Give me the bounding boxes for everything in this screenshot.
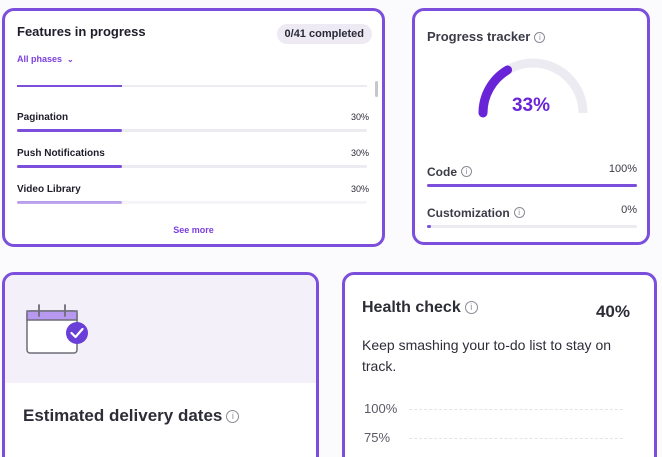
feature-percent: 30% (350, 148, 369, 158)
gauge-fill (478, 65, 513, 118)
chevron-down-icon: ⌄ (67, 55, 74, 64)
progress-gauge (478, 58, 588, 118)
feature-row[interactable]: Push Notifications 30% (17, 148, 369, 176)
delivery-title: Estimated delivery dates (23, 406, 223, 425)
calendar-check-icon (26, 304, 88, 354)
info-icon[interactable]: i (461, 166, 472, 178)
feature-name: Pagination (17, 112, 69, 123)
completed-badge: 0/41 completed (276, 24, 372, 44)
tracker-row-name: Code (427, 165, 457, 179)
overall-percent: 33% (511, 95, 551, 116)
health-description: Keep smashing your to-do list to stay on… (362, 337, 612, 374)
feature-name: Push Notifications (17, 148, 105, 159)
phase-filter-label: All phases (17, 54, 63, 64)
estimated-delivery-card: Estimated delivery dates i (2, 272, 319, 457)
tracker-title: Progress tracker (427, 29, 531, 44)
tracker-row-code: Code i 100% (427, 163, 637, 187)
y-tick-label: 100% (364, 401, 398, 416)
tracker-title-row: Progress tracker i (427, 29, 546, 44)
info-icon[interactable]: i (513, 207, 525, 219)
tracker-row-customization: Customization i 0% (427, 204, 637, 228)
tracker-row-progress-bar (427, 225, 637, 228)
gridline (409, 438, 623, 439)
list-fade-overlay (5, 191, 382, 231)
health-title: Health check (362, 299, 461, 316)
feature-progress-bar (17, 165, 367, 168)
tracker-row-progress-bar (427, 184, 637, 187)
tracker-row-name: Customization (427, 206, 510, 220)
tracker-row-percent: 0% (621, 204, 637, 216)
info-icon[interactable]: i (534, 32, 546, 44)
feature-progress-bar (17, 129, 367, 132)
see-more-link[interactable]: See more (173, 225, 214, 235)
health-percent: 40% (595, 302, 630, 321)
y-tick-label: 75% (364, 430, 391, 445)
phase-filter-dropdown[interactable]: All phases ⌄ (17, 54, 74, 64)
features-in-progress-card: Features in progress 0/41 completed All … (2, 8, 385, 247)
gridline (409, 409, 623, 410)
features-title: Features in progress (17, 24, 146, 39)
tracker-row-percent: 100% (608, 163, 637, 175)
feature-row[interactable]: Pagination 30% (17, 112, 369, 140)
info-icon[interactable]: i (226, 410, 240, 424)
feature-percent: 30% (350, 184, 369, 194)
previous-item-progress-bar (17, 85, 367, 87)
progress-tracker-card: Progress tracker i 33% Code i 100% Customi… (412, 8, 650, 245)
delivery-title-row: Estimated delivery dates i (23, 406, 240, 426)
feature-name: Video Library (17, 184, 81, 195)
health-check-card: Health check i 40% Keep smashing your to-… (342, 272, 657, 457)
health-title-row: Health check i (362, 299, 478, 317)
feature-percent: 30% (350, 112, 369, 122)
info-icon[interactable]: i (464, 301, 478, 315)
scrollbar-thumb[interactable] (375, 81, 378, 97)
